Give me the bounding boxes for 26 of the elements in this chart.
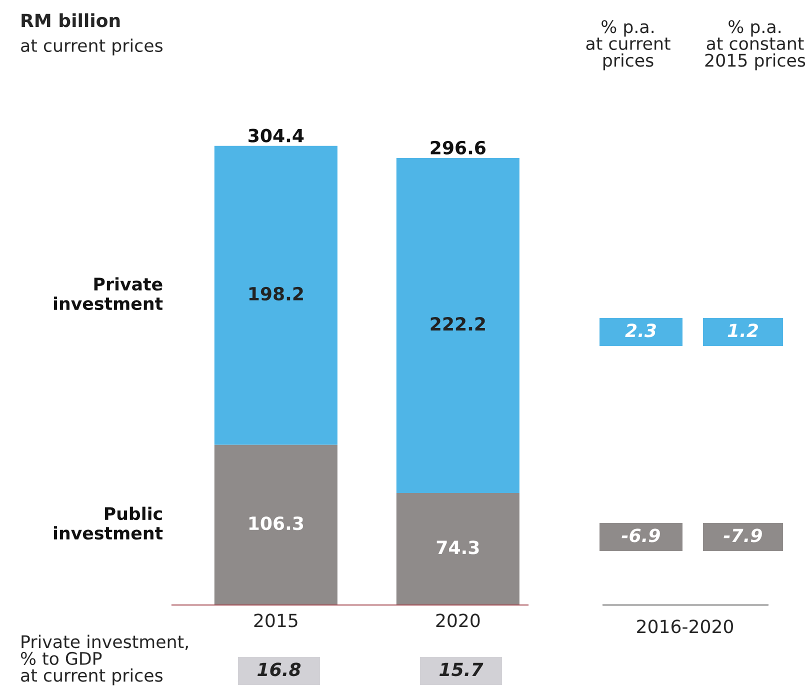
text: % p.a. at current prices: [586, 20, 670, 70]
bar: [396, 158, 520, 493]
text: Private investment, % to GDP at current prices: [20, 634, 188, 686]
x-tick-label: 2015: [254, 614, 298, 628]
text: 15.7: [440, 662, 484, 676]
data-label: 74.3: [436, 540, 479, 554]
data-label: 198.2: [249, 286, 303, 301]
chart-title: RM billion: [22, 13, 120, 28]
bar: [214, 444, 338, 605]
bar: [396, 492, 520, 605]
data-label: 222.2: [430, 317, 485, 330]
text: 1.2: [728, 324, 758, 337]
text: Private investment: [54, 277, 163, 310]
total-label: 304.4: [248, 128, 304, 142]
text: 2016-2020: [637, 620, 734, 634]
x-tick-label: 2020: [436, 614, 480, 628]
chart-subtitle: at current prices: [21, 38, 163, 56]
text: -6.9: [622, 528, 660, 542]
text: 16.8: [258, 662, 301, 676]
text: 2.3: [625, 324, 656, 338]
text: Public investment: [54, 506, 163, 540]
text: -7.9: [724, 528, 762, 542]
data-label: 106.3: [249, 516, 304, 530]
total-label: 296.6: [430, 140, 486, 154]
text: % p.a. at constant 2015 prices: [705, 20, 806, 70]
bar: [214, 146, 338, 445]
